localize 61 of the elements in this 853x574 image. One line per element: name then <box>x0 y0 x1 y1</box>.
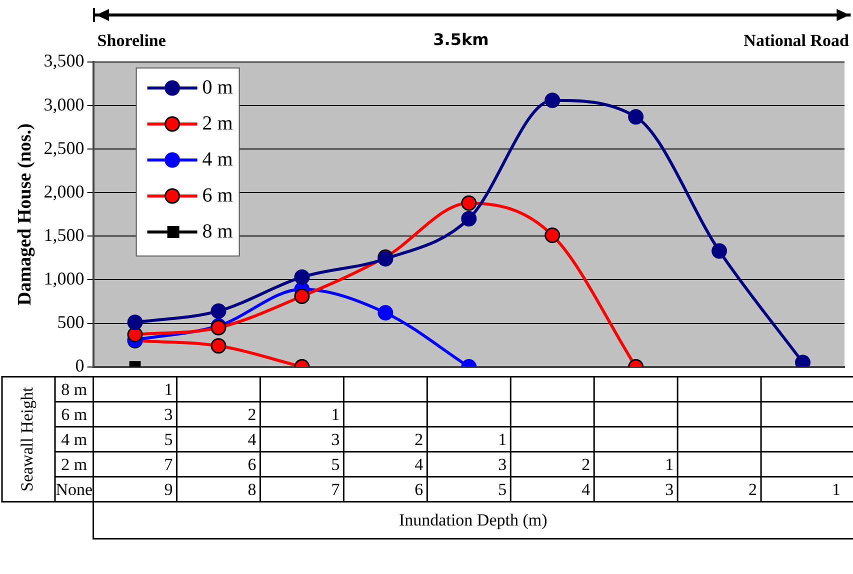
legend-label: 8 m <box>202 220 234 242</box>
y-tick-label: 1,500 <box>44 224 84 245</box>
text: 8 <box>248 480 256 499</box>
text: 3 <box>164 404 173 424</box>
point <box>544 228 560 244</box>
point <box>712 243 728 259</box>
text: 7 <box>164 454 174 474</box>
text: 4 <box>414 454 424 474</box>
text: 5 <box>331 454 340 474</box>
text: 1 <box>832 480 840 499</box>
text: 1 <box>331 404 340 424</box>
legend-label: 2 m <box>202 112 234 134</box>
point <box>294 269 310 285</box>
text: 1 <box>164 380 173 399</box>
text: 3 <box>498 454 507 474</box>
text: Inundation Depth (m) <box>399 510 548 530</box>
text: National Road <box>744 31 849 51</box>
text: 8 m <box>61 380 88 399</box>
text: 9 <box>164 480 173 499</box>
text: 1 <box>498 430 507 449</box>
point <box>628 109 644 125</box>
text: 4 m <box>61 430 88 449</box>
y-tick-label: 2,500 <box>44 138 84 158</box>
point <box>210 303 226 319</box>
text: 4 <box>582 480 591 499</box>
point <box>544 92 560 108</box>
point <box>378 305 394 321</box>
text: 3.5km <box>433 30 489 49</box>
text: 2 m <box>61 454 88 474</box>
text: 1 <box>665 454 674 474</box>
text: 5 <box>498 480 507 499</box>
point <box>294 288 310 304</box>
y-tick-label: 1,000 <box>44 268 84 288</box>
text: Seawall Height <box>17 386 36 492</box>
text: 4 <box>248 430 257 449</box>
point <box>210 338 226 354</box>
text: 6 <box>414 480 424 499</box>
text: 2 <box>414 430 424 449</box>
text: 7 <box>331 480 340 499</box>
text: 3 <box>331 430 340 449</box>
text: 2 <box>748 480 758 499</box>
y-tick-label: 0 <box>75 356 84 376</box>
text: None <box>56 480 93 499</box>
legend-label: 0 m <box>202 76 234 98</box>
y-axis-title: Damaged House (nos.) <box>14 123 36 306</box>
text: 6 <box>248 454 256 474</box>
legend-label: 6 m <box>202 184 234 206</box>
text: 2 <box>582 454 590 474</box>
text: Shoreline <box>97 31 166 51</box>
y-tick-label: 2,000 <box>44 181 84 202</box>
text: 2 <box>248 404 256 424</box>
y-tick-label: 3,500 <box>44 50 84 71</box>
point <box>461 195 477 211</box>
point <box>127 314 143 330</box>
point <box>461 211 477 227</box>
legend-label: 4 m <box>202 148 234 170</box>
y-tick-label: 500 <box>57 312 84 332</box>
y-tick-label: 3,000 <box>44 94 84 114</box>
text: 6 m <box>61 404 88 424</box>
text: 3 <box>665 480 674 499</box>
text: 5 <box>164 430 173 449</box>
